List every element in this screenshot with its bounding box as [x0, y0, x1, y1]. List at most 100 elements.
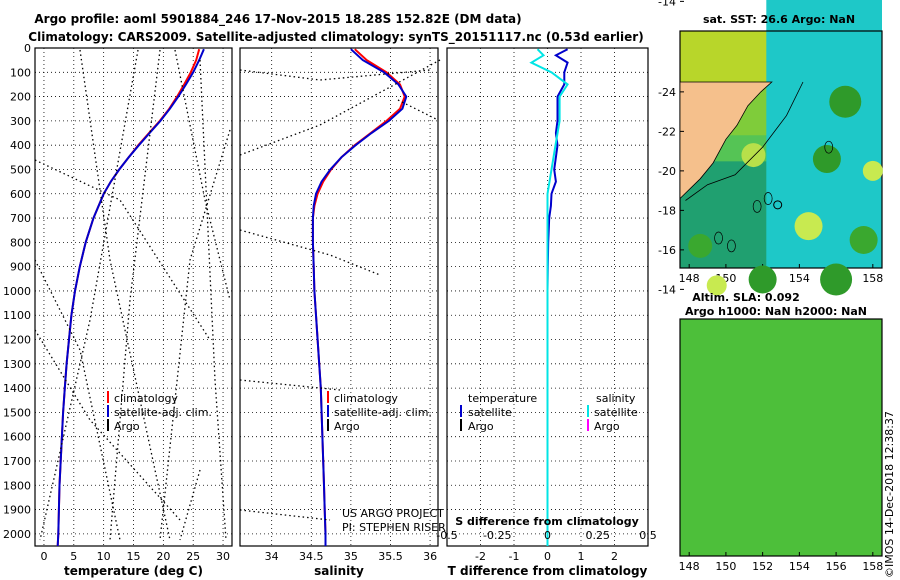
series-line-1: [56, 48, 205, 547]
x-tick-label: 0: [544, 550, 551, 563]
y-tick-label: 1400: [3, 382, 31, 395]
legend-label-argo: Argo: [334, 420, 360, 433]
y-tick-label: 500: [10, 163, 31, 176]
plot-frame: [239, 47, 439, 547]
x-axis-label: T difference from climatology: [448, 564, 648, 578]
sla-anomaly-blob: [688, 233, 713, 258]
y-tick-label: 1300: [3, 358, 31, 371]
sla-anomaly-blob: [706, 275, 727, 296]
legend-label-t-argo: Argo: [468, 420, 494, 433]
map-y-tick-label: -16: [658, 244, 676, 257]
x-tick-label: -1: [509, 550, 520, 563]
x-tick-label: 34: [265, 550, 279, 563]
sst-cyan-patch: [766, 0, 882, 268]
x-tick-label: 35: [344, 550, 358, 563]
sla-anomaly-blob: [862, 160, 883, 181]
legend-label-s-argo: Argo: [594, 420, 620, 433]
legend-header-salinity: salinity: [596, 392, 636, 405]
x-tick-label: 5: [70, 550, 77, 563]
sla-anomaly-blob: [820, 263, 853, 296]
sla-map: 148 150 152 154 156 158 -14 -16 -18 -20 -22 -24: [658, 81, 883, 573]
y-tick-label: 1600: [3, 431, 31, 444]
map-y-tick-label: -24: [658, 86, 676, 99]
map-y-tick-label: -14: [658, 283, 676, 296]
legend-label-satellite: satellite-adj. clim.: [334, 406, 432, 419]
y-tick-label: 400: [10, 139, 31, 152]
y-tick-label: 1000: [3, 285, 31, 298]
map-x-tick-label: 148: [679, 560, 700, 573]
legend-label-argo: Argo: [114, 420, 140, 433]
reef-outline: [763, 192, 773, 205]
figure-title: Argo profile: aoml 5901884_246 17-Nov-20…: [34, 12, 521, 27]
series-line-1: [311, 48, 408, 546]
series-line-1: [529, 48, 569, 546]
land-coastline: [679, 81, 773, 200]
temperature-panel: 0100200300400500600700800900100011001200…: [3, 42, 233, 578]
reef-outline: [824, 140, 834, 154]
y-tick-label: 900: [10, 261, 31, 274]
reef-outline: [752, 200, 762, 213]
y-tick-label: 1800: [3, 479, 31, 492]
difference-legend: temperature salinity satellite Argo sate…: [460, 392, 638, 433]
legend-header-temperature: temperature: [468, 392, 537, 405]
x-tick-label: -2: [475, 550, 486, 563]
s-difference-ticks: -0.5 -0.25 0 0.25 0.5: [436, 529, 656, 542]
map-background: [680, 319, 882, 556]
reef-outline: [714, 231, 723, 245]
float-marker: [773, 200, 783, 210]
map-x-tick-label: 152: [752, 560, 773, 573]
y-tick-label: 1500: [3, 406, 31, 419]
legend-label-t-satellite: satellite: [468, 406, 512, 419]
timestamp: ©IMOS 14-Dec-2018 12:38:37: [883, 411, 896, 578]
x-tick-label: 10: [97, 550, 111, 563]
y-tick-label: 300: [10, 115, 31, 128]
y-tick-label: 0: [24, 42, 31, 55]
x-tick-label: 30: [216, 550, 230, 563]
x-tick-label: 0: [40, 550, 47, 563]
map-x-tick-label: 148: [679, 272, 700, 285]
figure-subtitle: Climatology: CARS2009. Satellite-adjuste…: [28, 30, 643, 45]
map-frame: [679, 318, 883, 557]
s-tick-label: 0: [544, 529, 551, 542]
s-tick-label: 0.5: [639, 529, 657, 542]
x-tick-label: 1: [578, 550, 585, 563]
y-tick-label: 800: [10, 236, 31, 249]
temperature-legend: climatology satellite-adj. clim. Argo: [107, 391, 212, 433]
map-y-tick-label: -14: [658, 0, 676, 8]
sla-anomaly-blob: [794, 212, 823, 241]
x-tick-label: 20: [156, 550, 170, 563]
y-tick-label: 600: [10, 188, 31, 201]
x-axis-label: temperature (deg C): [64, 564, 203, 578]
legend-label-s-satellite: satellite: [594, 406, 638, 419]
sla-map-title-2: Argo h1000: NaN h2000: NaN: [685, 305, 867, 318]
x-tick-label: 34.5: [299, 550, 324, 563]
x-tick-label: 15: [127, 550, 141, 563]
s-tick-label: 0.25: [586, 529, 611, 542]
project-credit: US ARGO PROJECT: [342, 507, 444, 520]
y-tick-label: 1200: [3, 334, 31, 347]
sst-map-title: sat. SST: 26.6 Argo: NaN: [703, 13, 855, 26]
y-tick-label: 1900: [3, 504, 31, 517]
x-tick-label: 36: [423, 550, 437, 563]
legend-label-climatology: climatology: [334, 392, 398, 405]
sla-anomaly-blob: [741, 143, 766, 168]
background-dotted-traces: [34, 49, 441, 541]
map-x-tick-label: 154: [789, 272, 810, 285]
y-tick-label: 1700: [3, 455, 31, 468]
y-tick-label: 700: [10, 212, 31, 225]
legend-label-satellite: satellite-adj. clim.: [114, 406, 212, 419]
y-tick-label: 200: [10, 91, 31, 104]
map-y-tick-label: -20: [658, 165, 676, 178]
salinity-panel: 34 34.5 35 35.5 36 salinity: [239, 47, 439, 578]
x-tick-label: 35.5: [378, 550, 403, 563]
map-y-tick-label: -22: [658, 125, 676, 138]
map-x-tick-label: 156: [826, 560, 847, 573]
map-x-tick-label: 150: [715, 560, 736, 573]
pi-credit: PI: STEPHEN RISER: [342, 521, 446, 534]
legend-label-climatology: climatology: [114, 392, 178, 405]
x-tick-label: 2: [611, 550, 618, 563]
map-y-tick-label: -18: [658, 204, 676, 217]
map-x-tick-label: 154: [789, 560, 810, 573]
x-axis-label: salinity: [314, 564, 364, 578]
series-line-0: [546, 48, 569, 546]
